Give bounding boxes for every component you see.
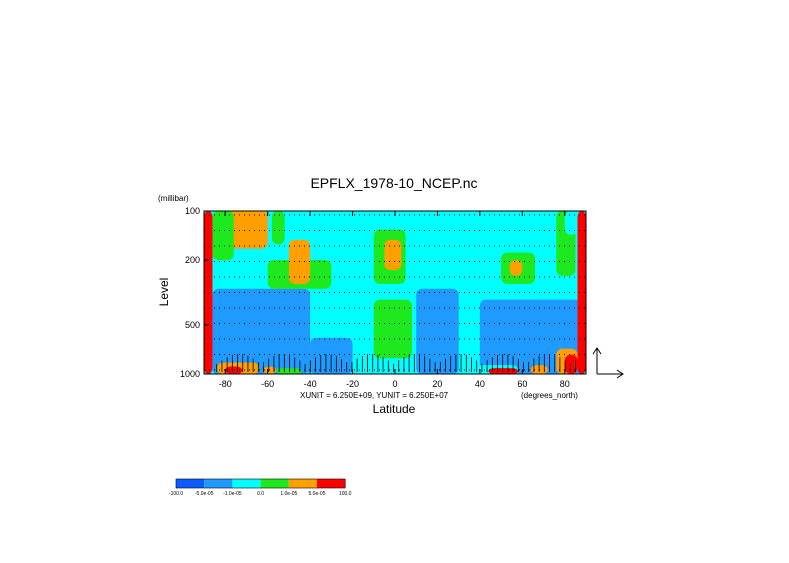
x-tick-label-6: 40	[475, 379, 485, 389]
heatmap-region-0	[204, 211, 213, 374]
x-tick-label-3: -20	[346, 379, 359, 389]
x-tick-label-1: -60	[261, 379, 274, 389]
y-axis-label: Level	[157, 278, 171, 307]
y-tick-label-1: 200	[185, 255, 200, 265]
reference-vector	[592, 347, 624, 379]
heatmap-region-20	[225, 366, 243, 374]
colorbar-label-0: -100.0	[169, 491, 183, 497]
heatmap-region-4	[212, 211, 234, 261]
colorbar-label-3: 0.0	[257, 491, 264, 497]
heatmap-region-28	[577, 211, 586, 374]
heatmap-region-18	[564, 211, 578, 235]
colorbar-label-2: -1.0e-05	[223, 491, 242, 497]
heatmap-region-10	[384, 239, 402, 270]
heatmap-region-11	[373, 299, 412, 359]
colorbar-border	[175, 478, 346, 489]
x-tick-label-0: -80	[219, 379, 232, 389]
plot-area	[204, 211, 586, 374]
x-axis-ticks: -80 -60 -40 -20 0 20 40 60 80	[219, 211, 570, 389]
x-tick-label-2: -40	[304, 379, 317, 389]
y-tick-label-2: 500	[185, 320, 200, 330]
y-tick-label-0: 100	[185, 206, 200, 216]
heatmap-region-22	[276, 368, 302, 374]
colorbar-swatch-1	[204, 479, 233, 488]
y-axis-ticks: 100 200 500 1000	[180, 206, 209, 379]
colorbar-swatch-5	[317, 479, 346, 488]
colorbar-swatch-3	[260, 479, 289, 488]
x-tick-label-4: 0	[392, 379, 397, 389]
x-tick-label-8: 80	[560, 379, 570, 389]
colorbar: -100.0 -5.0e-05 -1.0e-05 0.0 1.0e-05 5.0e-05 1…	[169, 478, 352, 497]
heatmap-region-5	[212, 288, 311, 374]
y-unit-label: (millibar)	[158, 194, 189, 203]
colorbar-label-4: 1.0e-05	[280, 491, 297, 497]
vector-units-label: XUNIT = 6.250E+09, YUNIT = 6.250E+07	[300, 391, 449, 400]
heatmap-region-13	[458, 234, 502, 300]
heatmap-region-3	[271, 211, 285, 245]
chart-title: EPFLX_1978-10_NCEP.nc	[310, 175, 477, 191]
y-tick-label-3: 1000	[180, 369, 200, 379]
heatmap-region-15	[509, 260, 523, 276]
ep-flux-vectors	[216, 354, 576, 372]
colorbar-swatch-4	[288, 479, 317, 488]
heatmap-region-27	[564, 354, 578, 374]
x-tick-label-7: 60	[517, 379, 527, 389]
colorbar-label-5: 5.0e-05	[309, 491, 326, 497]
colorbar-label-1: -5.0e-05	[195, 491, 214, 497]
x-axis-label: Latitude	[373, 402, 416, 416]
heatmap-region-24	[488, 368, 519, 374]
x-unit-label: (degrees_north)	[521, 391, 578, 400]
heatmap-region-12	[416, 288, 459, 374]
colorbar-label-6: 100.0	[339, 491, 352, 497]
x-tick-label-5: 20	[432, 379, 442, 389]
colorbar-swatch-2	[232, 479, 261, 488]
colorbar-swatch-0	[176, 479, 205, 488]
